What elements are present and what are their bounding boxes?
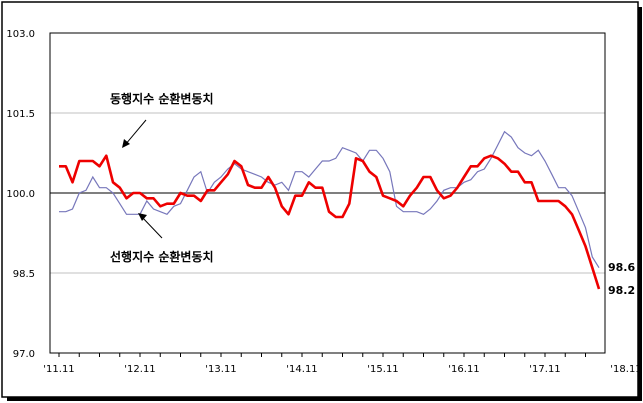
x-axis: '11.11 '12.11 '13.11 '14.11 '15.11 '16.11 '17.… — [43, 353, 642, 375]
annotation-coincident-arrowhead — [122, 139, 130, 148]
x-tick-label: '17.11 — [529, 364, 560, 375]
annotation-coincident-label: 동행지수 순환변동치 — [110, 91, 214, 106]
y-tick-label: 98.5 — [13, 269, 35, 280]
end-label-leading: 98.6 — [608, 261, 635, 274]
x-tick-label: '14.11 — [286, 364, 317, 375]
y-axis: 103.0 101.5 100.0 98.5 97.0 — [6, 29, 35, 360]
end-label-coincident: 98.2 — [608, 284, 635, 297]
series-line-leading — [59, 130, 600, 269]
x-tick-label: '18.11 — [610, 364, 641, 375]
annotation-leading-arrow — [140, 215, 163, 239]
x-tick-label: '15.11 — [367, 364, 398, 375]
annotation-coincident-arrow — [124, 119, 147, 146]
plot-area — [49, 32, 606, 354]
series-line-coincident — [59, 154, 601, 290]
frame-shadow-bottom — [7, 397, 642, 401]
y-tick-label: 100.0 — [6, 189, 35, 200]
x-tick-label: '13.11 — [205, 364, 236, 375]
x-tick-label: '11.11 — [43, 364, 74, 375]
outer-frame — [1, 1, 639, 398]
annotation-leading-arrowhead — [138, 213, 147, 221]
y-tick-label: 101.5 — [6, 109, 35, 120]
y-tick-label: 97.0 — [13, 349, 35, 360]
x-tick-label: '12.11 — [124, 364, 155, 375]
x-tick-label: '16.11 — [448, 364, 479, 375]
frame-shadow-right — [638, 7, 642, 401]
y-tick-label: 103.0 — [6, 29, 35, 40]
annotation-leading-label: 선행지수 순환변동치 — [110, 249, 214, 264]
